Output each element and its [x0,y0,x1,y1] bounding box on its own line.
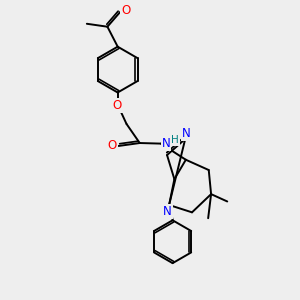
Text: O: O [112,99,122,112]
Text: H: H [171,135,179,145]
Text: O: O [107,140,117,152]
Text: O: O [121,4,130,17]
Text: N: N [182,127,190,140]
Text: N: N [163,205,172,218]
Text: N: N [161,137,170,150]
